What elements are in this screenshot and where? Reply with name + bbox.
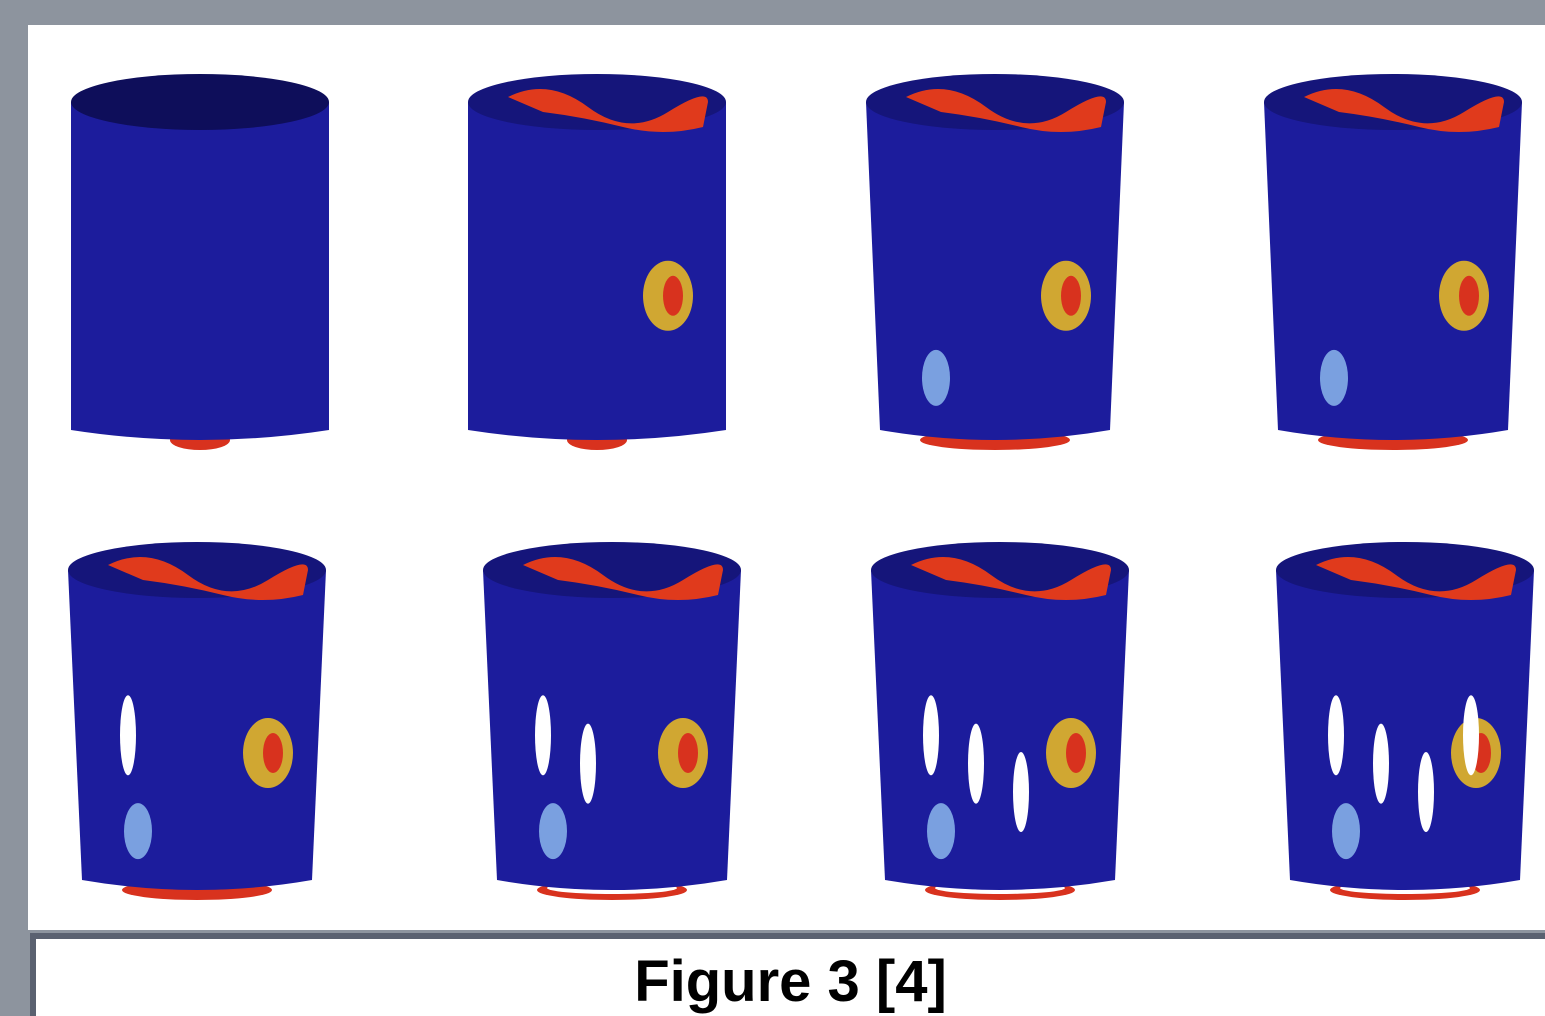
figure-images xyxy=(0,0,1545,930)
stress-core xyxy=(678,733,698,773)
cylinder-top xyxy=(71,74,329,130)
cylinder-body xyxy=(1264,102,1522,440)
simulation-image xyxy=(866,74,1124,450)
simulation-image xyxy=(483,542,741,900)
void xyxy=(923,695,939,775)
cylinder-body xyxy=(483,570,741,890)
simulation-image xyxy=(68,542,326,900)
stress-patch xyxy=(927,803,955,859)
figure-caption: Figure 3 [4] xyxy=(36,953,1545,1011)
simulation-image xyxy=(1276,542,1534,900)
stress-patch xyxy=(539,803,567,859)
stress-core xyxy=(1066,733,1086,773)
page: Figure 3 [4] (() => { const data = JSON.… xyxy=(0,0,1545,1016)
stress-core xyxy=(1459,276,1479,316)
stress-patch xyxy=(124,803,152,859)
cylinder-body xyxy=(866,102,1124,440)
void xyxy=(580,724,596,804)
void xyxy=(968,724,984,804)
stress-core xyxy=(263,733,283,773)
cylinder-body xyxy=(468,102,726,440)
stress-patch xyxy=(1332,803,1360,859)
void xyxy=(1013,752,1029,832)
void xyxy=(1418,752,1434,832)
void xyxy=(1463,695,1479,775)
void xyxy=(120,695,136,775)
void xyxy=(1373,724,1389,804)
stress-patch xyxy=(922,350,950,406)
simulation-image xyxy=(71,74,329,450)
cylinder-body xyxy=(71,102,329,440)
simulation-image xyxy=(468,74,726,450)
cylinder-body xyxy=(871,570,1129,890)
simulation-image xyxy=(871,542,1129,900)
caption-box: Figure 3 [4] xyxy=(30,933,1545,1016)
void xyxy=(535,695,551,775)
stress-core xyxy=(1061,276,1081,316)
cylinder-body xyxy=(1276,570,1534,890)
stress-core xyxy=(663,276,683,316)
void xyxy=(1328,695,1344,775)
stress-patch xyxy=(1320,350,1348,406)
simulation-image xyxy=(1264,74,1522,450)
caption-inner: Figure 3 [4] xyxy=(36,939,1545,1016)
cylinder-body xyxy=(68,570,326,890)
